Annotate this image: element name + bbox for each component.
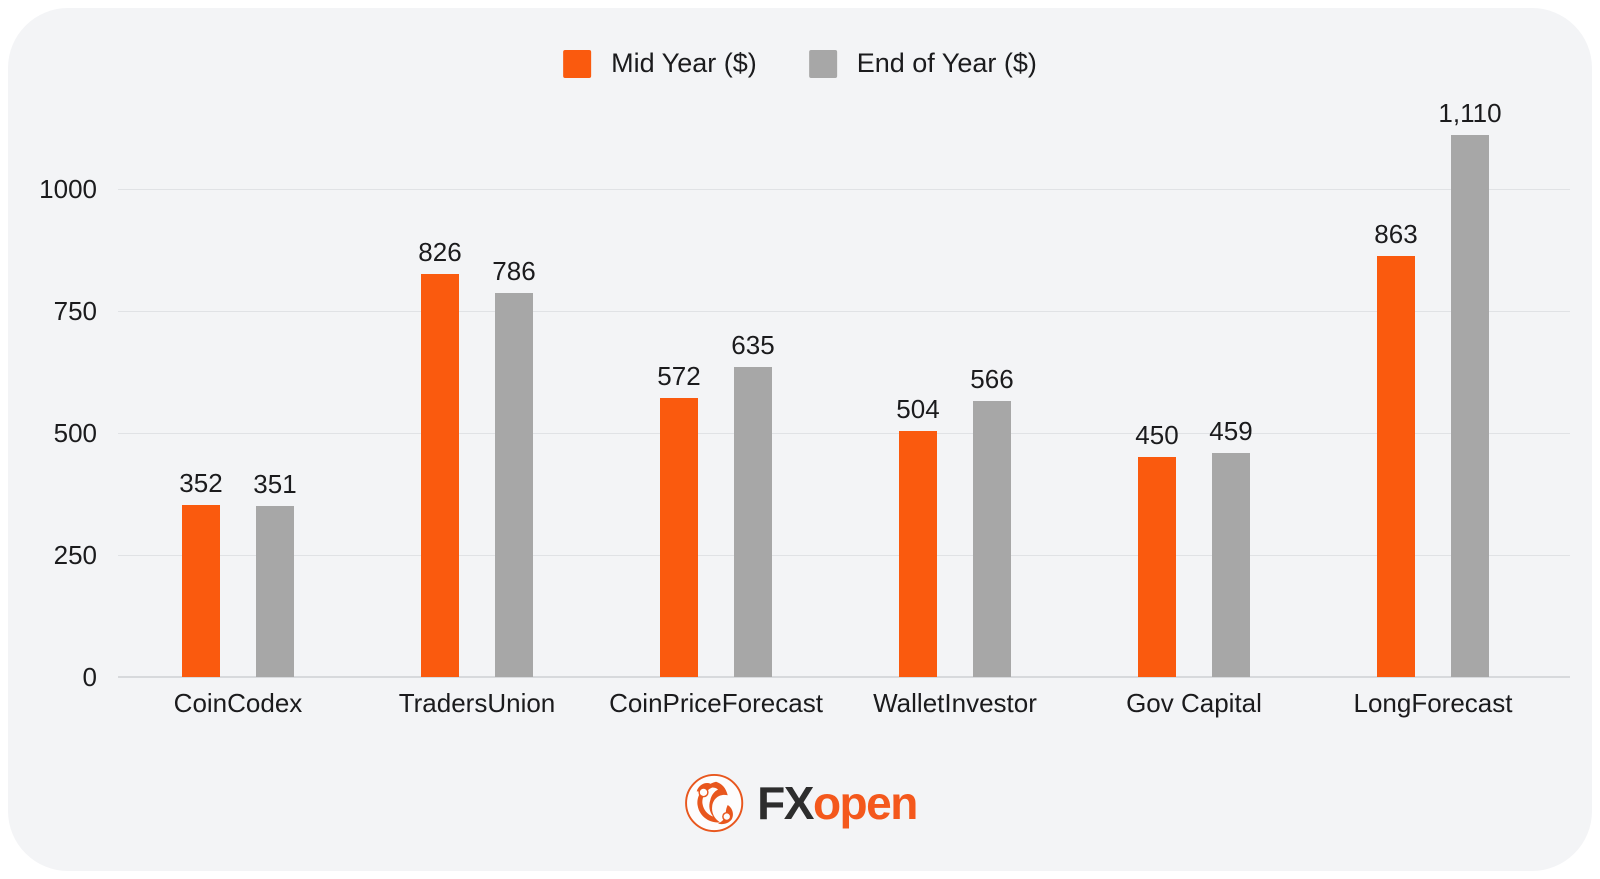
bar-value-label: 635 <box>731 330 775 361</box>
bar-value-label: 566 <box>970 363 1014 394</box>
y-axis-tick-label: 500 <box>53 418 97 448</box>
x-axis-category-label: CoinPriceForecast <box>609 688 823 718</box>
wordmark-fx: FX <box>757 777 814 829</box>
gridline-0 <box>118 676 1570 678</box>
bar-end-of-year <box>734 367 772 677</box>
x-axis-category-label: WalletInvestor <box>873 688 1037 718</box>
x-axis-category-label: LongForecast <box>1353 688 1513 718</box>
bar-value-label: 863 <box>1374 218 1418 249</box>
fxopen-logo: FXopen <box>683 772 918 834</box>
bar-end-of-year <box>973 400 1011 677</box>
bar-end-of-year <box>256 505 294 677</box>
y-axis-tick-label: 250 <box>53 540 97 570</box>
bar-chart: 0 250 500 750 1000 352 351 CoinCodex 826 786 Trade… <box>8 8 1592 871</box>
bar-value-label: 352 <box>179 468 223 499</box>
x-axis-category-label: Gov Capital <box>1126 688 1262 718</box>
bar-value-label: 450 <box>1135 420 1179 451</box>
legend-color-swatch-mid-year <box>563 49 592 78</box>
bar-mid-year <box>1377 255 1415 677</box>
legend-label-end-of-year: End of Year ($) <box>856 48 1037 78</box>
bar-mid-year <box>1138 457 1176 677</box>
x-axis-category-label: CoinCodex <box>173 688 303 718</box>
x-axis-category-label: TradersUnion <box>398 688 556 718</box>
bar-value-label: 786 <box>492 256 536 287</box>
legend-item-end-of-year: End of Year ($) <box>808 48 1037 79</box>
bar-end-of-year <box>1212 453 1250 677</box>
legend: Mid Year ($) End of Year ($) <box>563 48 1037 79</box>
chart-card: Mid Year ($) End of Year ($) 0 250 500 750 1… <box>8 8 1592 871</box>
y-axis-tick-label: 0 <box>82 662 97 692</box>
legend-item-mid-year: Mid Year ($) <box>563 48 757 79</box>
y-axis-tick-label: 750 <box>53 296 97 326</box>
bar-value-label: 1,110 <box>1438 98 1502 129</box>
legend-color-swatch-end-of-year <box>808 49 837 78</box>
bar-value-label: 504 <box>896 394 940 425</box>
bar-mid-year <box>421 273 459 677</box>
bar-mid-year <box>660 397 698 677</box>
gridline-750 <box>118 311 1570 312</box>
bar-end-of-year <box>1451 135 1489 677</box>
bar-value-label: 826 <box>418 236 462 267</box>
gridline-500 <box>118 433 1570 434</box>
bar-mid-year <box>182 505 220 677</box>
legend-label-mid-year: Mid Year ($) <box>611 48 757 78</box>
y-axis-tick-label: 1000 <box>39 174 97 204</box>
bar-end-of-year <box>495 293 533 677</box>
bar-mid-year <box>899 431 937 677</box>
wordmark-open: open <box>812 777 918 829</box>
gridline-1000 <box>118 189 1570 190</box>
bar-value-label: 572 <box>657 360 701 391</box>
fxopen-wordmark: FXopen <box>757 772 918 834</box>
bar-value-label: 351 <box>253 468 297 499</box>
fxopen-bull-bear-emblem-icon <box>685 773 744 833</box>
bar-value-label: 459 <box>1209 416 1253 446</box>
gridline-250 <box>118 555 1570 556</box>
